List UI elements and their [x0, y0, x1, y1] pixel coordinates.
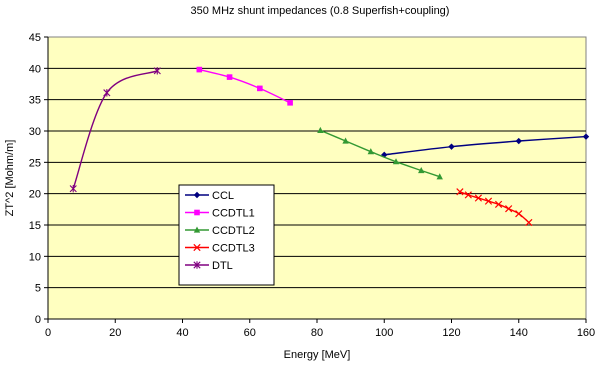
y-tick-label: 20: [29, 189, 41, 201]
data-point-ccdtl1: [287, 100, 293, 106]
data-point-ccdtl1: [196, 66, 203, 73]
series-ccl: [381, 133, 590, 159]
data-point-ccdtl3: [474, 194, 483, 202]
data-point-ccl: [448, 143, 455, 150]
x-tick-label: 160: [577, 327, 595, 339]
axes: 0 5 10 15 20 25 30 35 40 45 0 20 40 60 80 100 120 140 160: [29, 32, 595, 339]
legend-label-ccdtl1: CCDTL1: [212, 208, 255, 220]
legend-label-ccl: CCL: [212, 190, 234, 202]
x-tick-label: 60: [244, 327, 256, 339]
y-tick-label: 45: [29, 32, 41, 44]
legend-label-ccdtl3: CCDTL3: [212, 243, 255, 255]
data-point-ccl: [515, 137, 522, 145]
data-point-ccdtl2: [342, 137, 349, 144]
gridlines: [48, 67, 586, 289]
data-point-dtl: [153, 67, 161, 75]
legend-item-ccl: CCL: [185, 190, 234, 202]
series-line-dtl: [72, 70, 158, 189]
chart-title: 350 MHz shunt impedances (0.8 Superfish+…: [191, 5, 450, 17]
data-point-ccdtl3: [505, 205, 513, 213]
y-tick-label: 40: [29, 63, 41, 75]
y-tick-label: 5: [35, 283, 41, 295]
series-ccdtl3: [456, 188, 533, 227]
y-tick-label: 35: [29, 95, 41, 107]
x-tick-label: 140: [510, 327, 528, 339]
series-dtl: [69, 67, 161, 193]
data-point-dtl: [103, 89, 111, 97]
x-tick-label: 120: [442, 327, 460, 339]
data-point-ccdtl2: [392, 158, 400, 165]
data-point-ccdtl1: [257, 85, 263, 92]
data-point-ccdtl3: [464, 191, 472, 199]
legend-marker-dtl: [193, 261, 201, 269]
legend-item-ccdtl3: CCDTL3: [185, 243, 255, 255]
series-line-ccl: [384, 135, 587, 156]
y-axis-label: ZT^2 [Mohm/m]: [4, 140, 16, 217]
legend-marker-ccdtl1: [194, 209, 200, 216]
legend-label-ccdtl2: CCDTL2: [212, 225, 255, 237]
y-tick-label: 25: [29, 157, 41, 169]
legend-marker-ccl: [193, 191, 201, 199]
data-point-dtl: [69, 184, 77, 193]
data-point-ccdtl3: [494, 200, 503, 208]
data-point-ccdtl2: [367, 148, 374, 155]
y-tick-label: 10: [29, 251, 41, 263]
data-point-ccdtl2: [317, 126, 324, 133]
data-point-ccl: [582, 133, 590, 140]
x-tick-label: 100: [375, 327, 393, 339]
x-tick-label: 80: [311, 327, 323, 339]
data-point-ccdtl2: [418, 166, 425, 174]
plot-area: [47, 36, 587, 320]
legend-item-ccdtl2: CCDTL2: [185, 225, 255, 237]
y-tick-label: 0: [35, 314, 41, 326]
data-point-ccdtl3: [484, 197, 493, 205]
x-tick-label: 0: [45, 327, 51, 339]
x-tick-label: 20: [109, 327, 121, 339]
series-ccdtl1: [196, 66, 293, 106]
x-axis-label: Energy [MeV]: [284, 349, 351, 361]
data-point-ccdtl1: [226, 74, 233, 80]
y-tick-label: 15: [29, 220, 41, 232]
legend-box: [178, 184, 275, 286]
legend: CCL CCDTL1 CCDTL2 CCDTL3 DTL: [178, 184, 275, 286]
legend-marker-ccdtl2: [193, 226, 201, 233]
data-point-ccdtl3: [515, 210, 523, 218]
legend-label-dtl: DTL: [212, 260, 233, 272]
series-layer: [69, 66, 590, 227]
legend-marker-ccdtl3: [193, 243, 201, 252]
data-point-ccdtl2: [436, 173, 443, 180]
y-tick-label: 30: [29, 126, 41, 138]
x-tick-label: 40: [176, 327, 188, 339]
data-point-ccdtl3: [456, 188, 464, 196]
data-point-ccdtl3: [525, 218, 533, 227]
series-ccdtl2: [317, 126, 443, 180]
legend-item-ccdtl1: CCDTL1: [185, 208, 255, 220]
legend-item-dtl: DTL: [185, 260, 233, 272]
series-line-ccdtl1: [199, 68, 291, 104]
